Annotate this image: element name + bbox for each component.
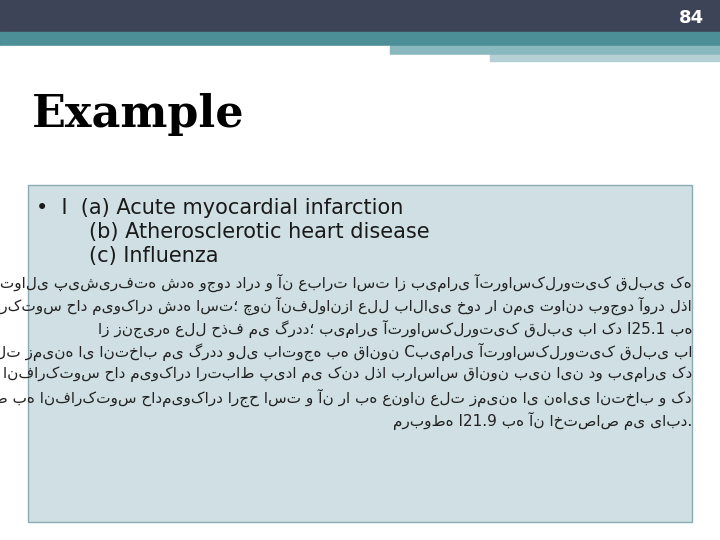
Text: (b) Atherosclerotic heart disease: (b) Atherosclerotic heart disease bbox=[36, 222, 430, 242]
Text: انفارکتوس حاد میوکارد ارتباط پیدا می کند لذا براساس قانون بین این دو بیماری کد: انفارکتوس حاد میوکارد ارتباط پیدا می کند… bbox=[3, 366, 692, 382]
Bar bbox=[0, 46, 390, 55]
FancyBboxPatch shape bbox=[28, 185, 692, 522]
Text: عنوان علت زمینه ای انتخاب می گردد ولی باتوجه به قانون Cبیماری آترواسکلروتیک قلبی: عنوان علت زمینه ای انتخاب می گردد ولی با… bbox=[0, 343, 692, 361]
Bar bbox=[490, 55, 720, 61]
Text: •  I  (a) Acute myocardial infarction: • I (a) Acute myocardial infarction bbox=[36, 198, 403, 218]
Text: از زنجیره علل حذف می گردد؛ بیماری آترواسکلروتیک قلبی با کد I25.1 به: از زنجیره علل حذف می گردد؛ بیماری آترواس… bbox=[97, 320, 692, 338]
Text: مربوطه I21.9 به آن اختصاص می یابد.: مربوطه I21.9 به آن اختصاص می یابد. bbox=[392, 412, 692, 430]
Bar bbox=[0, 0, 720, 32]
Text: 84: 84 bbox=[679, 9, 704, 27]
Text: در این گواهی یک توالی پیشیرفته شده وجود دارد و آن عبارت است از بیماری آترواسکلرو: در این گواهی یک توالی پیشیرفته شده وجود … bbox=[0, 274, 692, 292]
Text: (c) Influenza: (c) Influenza bbox=[36, 246, 218, 266]
Bar bbox=[0, 32, 720, 46]
Text: منجر به انفارکتوس حاد میوکارد شده است؛ چون آنفلوانزا علل بالایی خود را نمی تواند: منجر به انفارکتوس حاد میوکارد شده است؛ چ… bbox=[0, 297, 692, 315]
Text: Example: Example bbox=[32, 93, 245, 136]
Text: مربوط به انفارکتوس حادمیوکارد ارجح است و آن را به عنوان علت زمینه ای نهایی انتخا: مربوط به انفارکتوس حادمیوکارد ارجح است و… bbox=[0, 389, 692, 407]
Bar bbox=[390, 46, 720, 55]
Bar bbox=[0, 55, 490, 61]
